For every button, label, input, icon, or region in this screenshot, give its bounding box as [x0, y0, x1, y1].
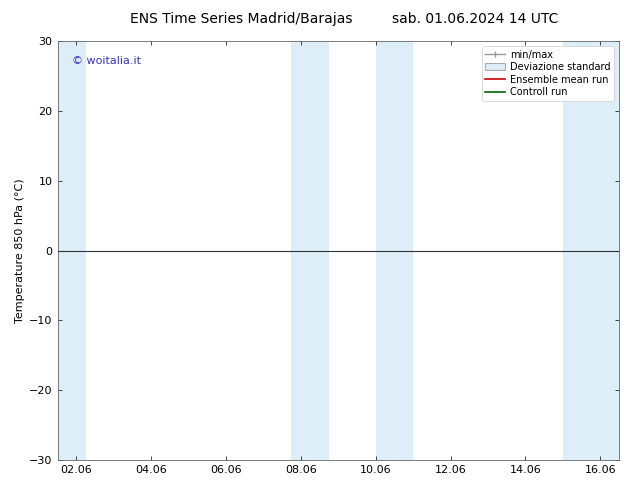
- Legend: min/max, Deviazione standard, Ensemble mean run, Controll run: min/max, Deviazione standard, Ensemble m…: [482, 46, 614, 101]
- Text: sab. 01.06.2024 14 UTC: sab. 01.06.2024 14 UTC: [392, 12, 559, 26]
- Y-axis label: Temperature 850 hPa (°C): Temperature 850 hPa (°C): [15, 178, 25, 323]
- Bar: [591, 41, 619, 460]
- Text: © woitalia.it: © woitalia.it: [72, 56, 141, 66]
- Bar: [58, 41, 86, 460]
- Bar: [563, 41, 591, 460]
- Bar: [376, 41, 413, 460]
- Bar: [292, 41, 329, 460]
- Text: ENS Time Series Madrid/Barajas: ENS Time Series Madrid/Barajas: [130, 12, 352, 26]
